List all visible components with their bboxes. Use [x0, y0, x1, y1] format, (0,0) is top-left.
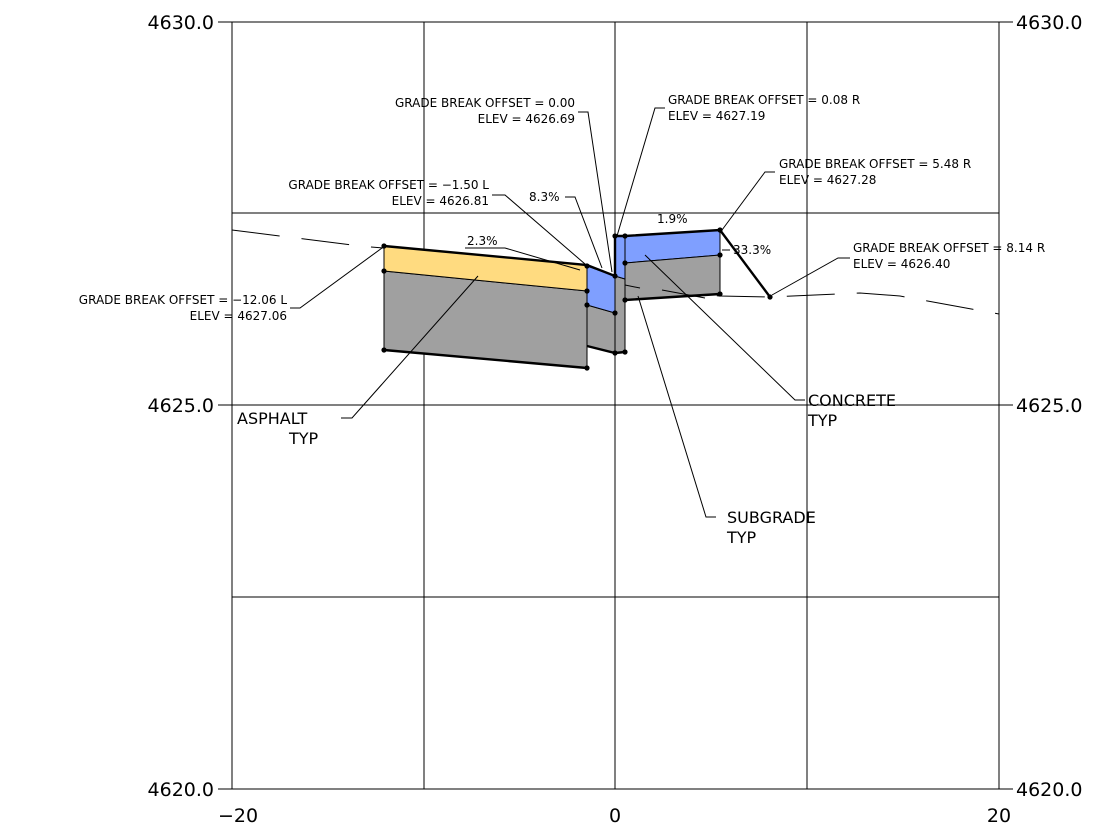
vertex — [584, 263, 590, 269]
gb-elev-label: ELEV = 4627.06 — [190, 309, 287, 323]
subgrade-right — [624, 254, 721, 301]
slope-label: 2.3% — [467, 234, 498, 248]
y-tick-label: 4620.0 — [148, 779, 214, 801]
gb-elev-label: ELEV = 4626.69 — [478, 112, 575, 126]
asphalt-label: ASPHALT — [237, 409, 307, 428]
gb-elev-label: ELEV = 4626.40 — [853, 257, 950, 271]
gb-offset-label: GRADE BREAK OFFSET = 0.08 R — [668, 93, 860, 107]
gb-offset-label: GRADE BREAK OFFSET = 8.14 R — [853, 241, 1045, 255]
vertex — [612, 233, 618, 239]
subgrade-label: SUBGRADE — [727, 508, 816, 527]
gb-offset-label: GRADE BREAK OFFSET = 0.00 — [395, 96, 575, 110]
vertex — [381, 347, 387, 353]
gb-offset-label: GRADE BREAK OFFSET = −1.50 L — [288, 178, 489, 192]
y-axis-labels: 4630.0 4625.0 4620.0 4630.0 4625.0 4620.… — [148, 12, 1083, 801]
vertex — [717, 291, 723, 297]
leader-gb-2 — [492, 194, 586, 265]
leader-gb-1 — [290, 247, 383, 309]
vertex — [612, 273, 618, 279]
slope-label: 1.9% — [657, 212, 688, 226]
leader-asphalt — [341, 275, 479, 419]
vertex — [381, 268, 387, 274]
leader-subgrade — [637, 295, 716, 518]
y-tick-label-right: 4630.0 — [1016, 12, 1082, 34]
vertex — [612, 310, 618, 316]
subgrade-note: TYP — [726, 528, 757, 547]
leader-lines — [290, 107, 850, 518]
leader-gb-3 — [578, 111, 613, 273]
slope-labels: 2.3% 8.3% 1.9% 33.3% — [467, 190, 771, 257]
vertex — [622, 349, 628, 355]
vertex — [622, 233, 628, 239]
vertex — [767, 294, 773, 300]
x-axis-labels: −20 0 20 — [218, 805, 1011, 827]
grid — [218, 21, 1013, 790]
concrete-curb — [614, 235, 626, 280]
x-tick-label: 20 — [987, 805, 1011, 827]
pavement-section — [381, 227, 773, 371]
gb-offset-label: GRADE BREAK OFFSET = −12.06 L — [79, 293, 288, 307]
vertex — [612, 350, 618, 356]
slope-label: 8.3% — [529, 190, 560, 204]
x-tick-label: −20 — [218, 805, 258, 827]
slope-leader — [465, 247, 581, 271]
gb-elev-label: ELEV = 4627.28 — [779, 173, 876, 187]
vertex — [584, 288, 590, 294]
concrete-note: TYP — [807, 411, 838, 430]
leader-gb-4 — [616, 107, 665, 237]
vertex — [584, 365, 590, 371]
subgrade-bottom-right — [624, 292, 721, 302]
asphalt-note: TYP — [288, 429, 319, 448]
y-tick-label: 4630.0 — [148, 12, 214, 34]
vertex — [622, 297, 628, 303]
vertex — [381, 243, 387, 249]
vertex — [717, 227, 723, 233]
vertex — [717, 252, 723, 258]
concrete-label: CONCRETE — [808, 391, 896, 410]
x-tick-label: 0 — [609, 805, 621, 827]
slope-leader — [624, 284, 641, 289]
gb-elev-label: ELEV = 4626.81 — [392, 194, 489, 208]
material-labels: ASPHALT TYP CONCRETE TYP SUBGRADE TYP — [237, 391, 896, 547]
gb-offset-label: GRADE BREAK OFFSET = 5.48 R — [779, 157, 971, 171]
y-tick-label: 4625.0 — [148, 395, 214, 417]
gb-elev-label: ELEV = 4627.19 — [668, 109, 765, 123]
grade-break-labels: GRADE BREAK OFFSET = −12.06 L ELEV = 462… — [79, 93, 1045, 323]
slope-label: 33.3% — [733, 243, 771, 257]
leader-gb-5 — [721, 171, 775, 231]
vertex — [622, 260, 628, 266]
slope-leader — [565, 196, 603, 269]
y-tick-label-right: 4620.0 — [1016, 779, 1082, 801]
concrete-transition — [586, 265, 616, 314]
leader-concrete — [644, 254, 805, 401]
subgrade-bottom-left — [383, 348, 588, 370]
vertex — [584, 302, 590, 308]
slope-leader — [661, 289, 706, 299]
y-tick-label-right: 4625.0 — [1016, 395, 1082, 417]
leader-gb-6 — [771, 257, 850, 296]
